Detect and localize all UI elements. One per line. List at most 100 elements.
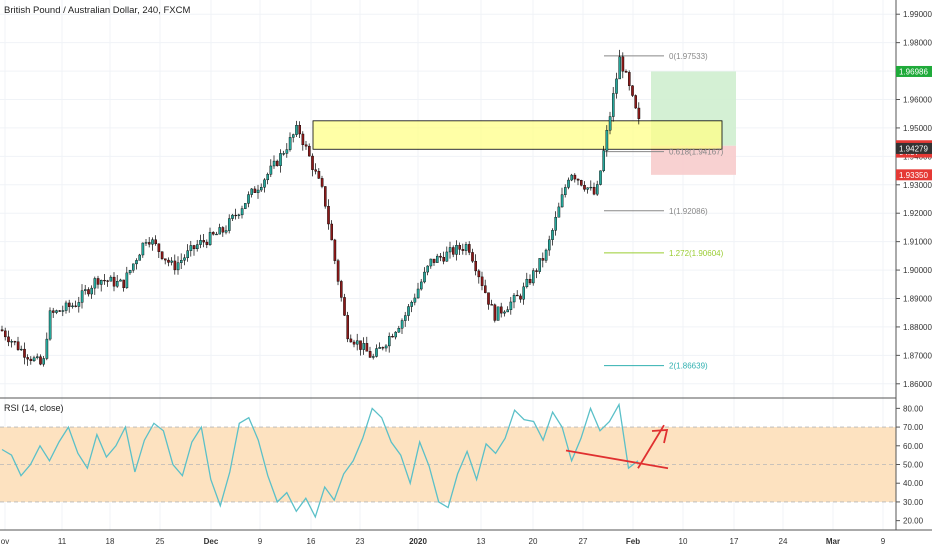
candle [487,292,490,310]
candle [135,258,138,270]
candle-body [634,95,637,109]
candle [490,299,494,306]
candle-body [538,258,541,272]
candle [160,251,164,261]
resistance-zone [312,120,723,150]
rsi-title: RSI (14, close) [4,403,64,413]
candle [493,303,497,323]
candle [592,182,596,196]
candle-body [308,145,311,157]
candle [64,300,68,314]
price-label: 1.93350 [896,169,932,181]
candle-body [541,258,545,261]
candle [388,332,391,353]
candle-body [352,341,356,345]
candle-body [490,304,494,306]
candle [36,353,39,360]
rsi-arrow-line [637,424,665,469]
rsi-tick-label: 20.00 [903,517,924,526]
candle [138,253,142,261]
candle [356,333,359,351]
candle [624,69,628,73]
candle [199,234,202,249]
rsi-line [1,402,639,519]
candle [477,269,481,284]
candle [247,191,250,208]
candle-body [317,171,321,179]
candle [362,337,366,355]
candle-body [340,281,343,298]
candle-body [416,288,420,299]
candle-body [522,286,525,300]
candle-body [224,230,228,233]
x-tick-label: ov [1,537,9,546]
candle-body [327,205,330,225]
candle [298,121,302,139]
candle-body [45,338,49,359]
candle [522,282,525,305]
candle-body [519,295,522,300]
candle [311,153,314,177]
candle [445,246,449,262]
candle [519,293,522,303]
candle [618,49,621,80]
x-tick-label: 25 [156,537,165,546]
candle-body [93,278,97,289]
candle-body [26,357,30,360]
candle [461,243,465,255]
candle-body [461,249,465,251]
candle [564,184,567,198]
candle [215,231,218,236]
candle-body [528,278,532,284]
candle-body [452,247,455,255]
candle-body [147,242,151,245]
candle-body [205,241,209,245]
candle [202,234,206,248]
candle-body [573,174,577,180]
rsi-tick-label: 30.00 [903,498,924,507]
candle-body [506,309,510,313]
candle-body [532,270,535,284]
candle-body [215,233,218,236]
candle [458,242,462,255]
candle [263,178,266,193]
candle [420,278,423,291]
candle-body [564,187,567,195]
candle [7,330,10,347]
candle-body [240,208,244,216]
candle-body [151,239,154,245]
candle [90,285,93,299]
candle-body [269,165,273,175]
candle [279,149,282,173]
candle-body [583,185,586,190]
candle [372,353,375,360]
candle-body [589,186,593,189]
candle [0,325,4,332]
candle [442,251,446,265]
price-tick-label: 1.99000 [903,10,932,19]
candle-body [243,203,247,209]
candle-body [227,218,231,231]
price-label-bg [896,65,932,77]
candle [615,72,618,99]
candle [87,287,90,297]
candle [195,239,199,252]
candle [131,263,135,273]
x-tick-label: Feb [626,537,640,546]
candle [346,311,350,343]
candle [250,188,254,198]
candle-body [576,178,580,181]
candle-body [83,289,87,291]
x-tick-label: 20 [529,537,538,546]
candle-body [260,187,263,191]
candle [570,173,573,182]
price-label-bg [896,169,932,181]
price-label: 1.94279 [896,142,932,154]
candle-body [375,348,378,357]
candle-body [20,348,23,351]
candle [586,187,589,194]
candle [61,305,65,317]
candle-body [160,251,164,259]
candle [48,307,52,341]
